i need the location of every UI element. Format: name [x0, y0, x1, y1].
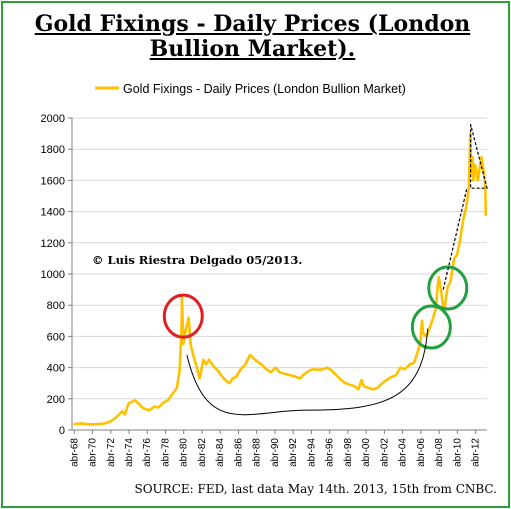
x-tick-label-abr-72: abr-72	[106, 438, 117, 467]
x-tick-label-abr-88: abr-88	[252, 438, 263, 467]
x-tick-label-abr-70: abr-70	[88, 438, 99, 467]
x-tick-label-abr-96: abr-96	[325, 438, 336, 467]
x-tick-label-abr-76: abr-76	[142, 438, 153, 467]
x-tick-label-abr-80: abr-80	[179, 438, 190, 467]
x-tick-label-abr-12: abr-12	[471, 438, 482, 467]
x-tick-label-abr-94: abr-94	[306, 438, 317, 467]
chart-title-line-1: Gold Fixings - Daily Prices (London	[34, 11, 471, 37]
x-tick-label-abr-10: abr-10	[452, 438, 463, 467]
x-tick-label-abr-84: abr-84	[215, 438, 226, 467]
x-tick-label-abr-78: abr-78	[160, 438, 171, 467]
x-tick-label-abr-82: abr-82	[197, 438, 208, 467]
copyright-watermark: © Luis Riestra Delgado 05/2013.	[92, 253, 302, 267]
x-tick-label-abr-74: abr-74	[124, 438, 135, 467]
annotations	[162, 124, 488, 416]
y-tick-label-1000: 1000	[41, 269, 65, 281]
y-tick-label-200: 200	[47, 394, 65, 406]
y-tick-label-400: 400	[47, 363, 65, 375]
legend-entry: Gold Fixings - Daily Prices (London Bull…	[123, 82, 406, 96]
x-tick-label-abr-86: abr-86	[233, 438, 244, 467]
price-series	[73, 132, 488, 426]
chart-title-line-2: Bullion Market).	[149, 36, 356, 62]
dashed-trend-line	[442, 188, 468, 290]
y-tick-label-0: 0	[59, 425, 65, 437]
source-note: SOURCE: FED, last data May 14th. 2013, 1…	[134, 482, 497, 496]
x-tick-label-abr-98: abr-98	[343, 438, 354, 467]
y-tick-label-1800: 1800	[41, 144, 65, 156]
trend-arc	[186, 328, 429, 416]
x-tick-label-abr-06: abr-06	[416, 438, 427, 467]
dashed-triangle	[470, 124, 488, 189]
x-tick-label-abr-04: abr-04	[398, 438, 409, 467]
x-tick-label-abr-00: abr-00	[361, 438, 372, 467]
grid-lines	[72, 117, 487, 400]
y-tick-label-800: 800	[47, 300, 65, 312]
x-tick-label-abr-68: abr-68	[69, 438, 80, 467]
x-tick-label-abr-90: abr-90	[270, 438, 281, 467]
y-tick-label-1200: 1200	[41, 238, 65, 250]
x-tick-label-abr-02: abr-02	[379, 438, 390, 467]
green-circle-1	[410, 304, 452, 350]
x-axis-ticks: abr-68 abr-70 abr-72 abr-74 abr-76 abr-78 abr-…	[69, 430, 482, 467]
y-tick-label-1600: 1600	[41, 175, 65, 187]
y-tick-label-2000: 2000	[41, 113, 65, 125]
legend: Gold Fixings - Daily Prices (London Bull…	[95, 82, 406, 96]
green-circle-2	[427, 265, 469, 311]
y-tick-label-1400: 1400	[41, 207, 65, 219]
series-line-0	[73, 132, 488, 426]
chart-title: Gold Fixings - Daily Prices (London Bull…	[0, 12, 505, 62]
x-tick-label-abr-08: abr-08	[434, 438, 445, 467]
y-tick-label-600: 600	[47, 331, 65, 343]
y-axis-ticks: 0 200 400 600 800 1000 1200 1400 1600 1800 2000	[41, 113, 72, 437]
red-circle-0	[162, 293, 204, 339]
x-tick-label-abr-92: abr-92	[288, 438, 299, 467]
